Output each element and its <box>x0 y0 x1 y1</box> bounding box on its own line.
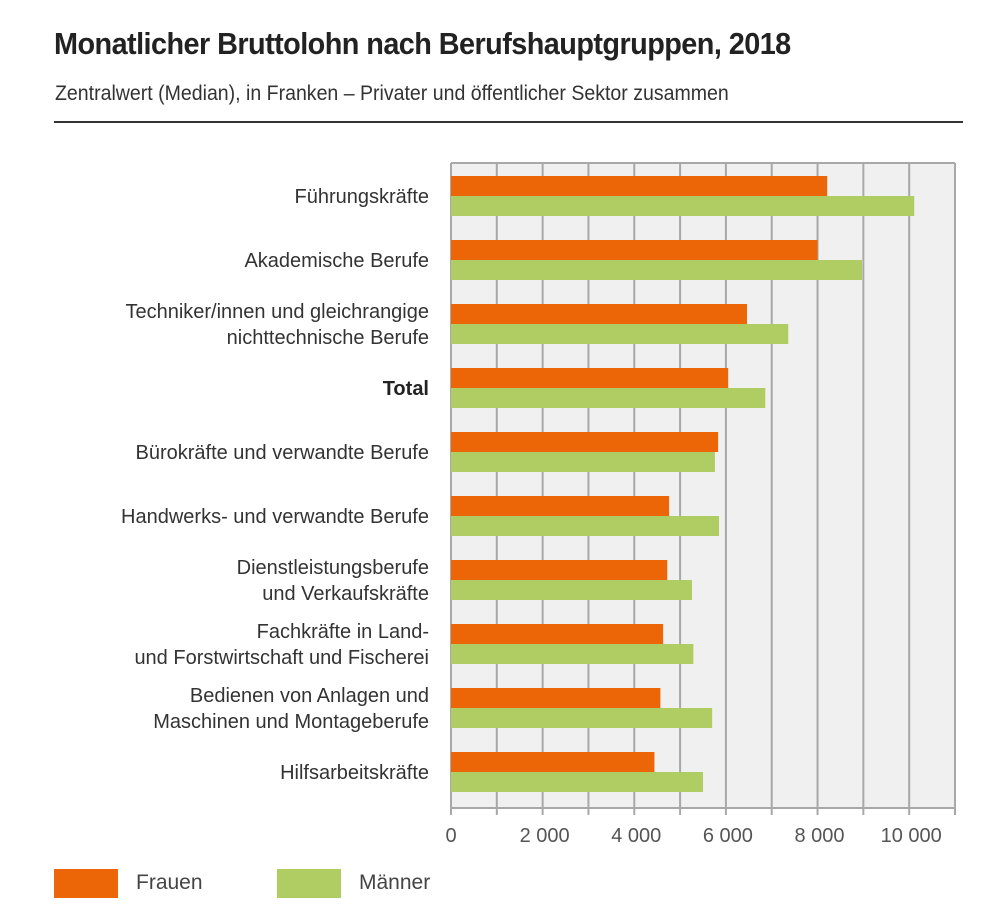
category-label: Total <box>383 378 429 400</box>
x-tick-label: 10 000 <box>881 825 942 847</box>
category-label: Hilfsarbeitskräfte <box>280 762 429 784</box>
bar-frauen <box>451 688 661 708</box>
category-label-line: Bedienen von Anlagen und <box>190 685 429 707</box>
legend-label-maenner: Männer <box>359 871 431 894</box>
category-label: Techniker/innen und gleichrangige nichtte… <box>125 301 429 349</box>
legend-item-frauen: Frauen <box>54 868 203 898</box>
category-label-line: nichttechnische Berufe <box>227 327 429 349</box>
bar-maenner <box>451 580 693 600</box>
category-label-line: Akademische Berufe <box>244 250 429 272</box>
category-label: Akademische Berufe <box>244 250 429 272</box>
category-label-line: Dienstleistungsberufe <box>237 557 429 579</box>
bar-frauen <box>451 304 747 324</box>
bar-frauen <box>451 624 664 644</box>
bar-maenner <box>451 708 713 728</box>
category-label-line: Total <box>383 378 429 400</box>
bar-frauen <box>451 496 670 516</box>
x-tick-label: 0 <box>445 825 456 847</box>
bar-frauen <box>451 560 668 580</box>
category-label-line: Techniker/innen und gleichrangige <box>125 301 429 323</box>
bar-maenner <box>451 644 694 664</box>
category-label: Bedienen von Anlagen und Maschinen und Mo… <box>153 685 429 733</box>
bar-maenner <box>451 452 715 472</box>
category-label: Bürokräfte und verwandte Berufe <box>135 442 429 464</box>
category-label-line: Hilfsarbeitskräfte <box>280 762 429 784</box>
category-label: Dienstleistungsberufe und Verkaufskräfte <box>237 557 429 605</box>
bar-maenner <box>451 772 703 792</box>
category-label-line: Handwerks- und verwandte Berufe <box>121 506 429 528</box>
bar-frauen <box>451 176 828 196</box>
category-label-line: Maschinen und Montageberufe <box>153 711 429 733</box>
legend-item-maenner: Männer <box>277 868 430 898</box>
category-label-line: und Forstwirtschaft und Fischerei <box>134 647 429 669</box>
category-label-line: Führungskräfte <box>294 186 429 208</box>
chart-subtitle: Zentralwert (Median), in Franken – Priva… <box>55 82 729 105</box>
bar-maenner <box>451 324 789 344</box>
bar-maenner <box>451 196 915 216</box>
bar-frauen <box>451 240 818 260</box>
bar-maenner <box>451 388 766 408</box>
category-label-line: Bürokräfte und verwandte Berufe <box>135 442 429 464</box>
x-tick-label: 8 000 <box>795 825 845 847</box>
bar-frauen <box>451 368 729 388</box>
category-label: Handwerks- und verwandte Berufe <box>121 506 429 528</box>
chart-title: Monatlicher Bruttolohn nach Berufshauptg… <box>54 26 791 61</box>
category-label-line: Fachkräfte in Land- <box>257 621 429 643</box>
x-tick-label: 6 000 <box>703 825 753 847</box>
x-tick-label: 4 000 <box>611 825 661 847</box>
category-label: Führungskräfte <box>294 186 429 208</box>
legend-swatch-maenner <box>277 868 341 898</box>
bar-maenner <box>451 516 720 536</box>
title-divider <box>54 121 963 123</box>
category-label-line: und Verkaufskräfte <box>262 583 429 605</box>
x-tick-label: 2 000 <box>520 825 570 847</box>
bar-frauen <box>451 432 719 452</box>
legend-label-frauen: Frauen <box>136 871 203 894</box>
category-label: Fachkräfte in Land-und Forstwirtschaft u… <box>134 621 429 669</box>
bar-maenner <box>451 260 862 280</box>
bar-frauen <box>451 752 655 772</box>
legend-swatch-frauen <box>54 868 118 898</box>
